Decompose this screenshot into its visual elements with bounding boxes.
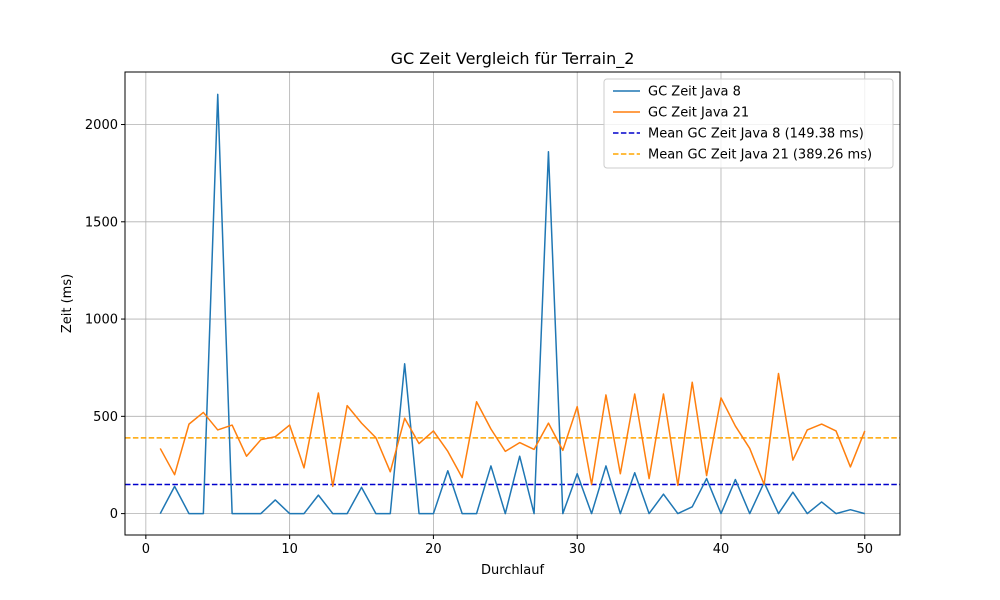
x-tick-label: 40 bbox=[713, 542, 730, 557]
x-tick-label: 50 bbox=[856, 542, 873, 557]
series-line bbox=[159, 93, 865, 515]
legend-label: GC Zeit Java 21 bbox=[648, 106, 749, 121]
plot-frame bbox=[124, 71, 901, 536]
y-tick-label: 1500 bbox=[85, 215, 118, 230]
legend: GC Zeit Java 8 GC Zeit Java 21 Mean GC Zei… bbox=[603, 78, 894, 169]
y-tick-label: 2000 bbox=[85, 118, 118, 133]
chart-title: GC Zeit Vergleich für Terrain_2 bbox=[391, 49, 635, 69]
x-tick-label: 30 bbox=[569, 542, 586, 557]
legend-box bbox=[603, 78, 894, 169]
legend-label: GC Zeit Java 8 bbox=[648, 85, 741, 100]
y-tick-label: 1000 bbox=[85, 313, 118, 328]
legend-label: Mean GC Zeit Java 8 (149.38 ms) bbox=[648, 127, 864, 142]
y-axis-ticks: 0 500 1000 1500 2000 bbox=[85, 118, 125, 522]
y-axis-label: Zeit (ms) bbox=[60, 274, 75, 333]
x-tick-label: 0 bbox=[142, 542, 150, 557]
legend-label: Mean GC Zeit Java 21 (389.26 ms) bbox=[648, 148, 872, 163]
y-tick-label: 500 bbox=[93, 410, 118, 425]
series-lines bbox=[159, 93, 866, 515]
y-tick-label: 0 bbox=[110, 507, 118, 522]
series-line bbox=[159, 372, 866, 488]
x-tick-label: 10 bbox=[281, 542, 298, 557]
x-axis-ticks: 0 10 20 30 40 50 bbox=[142, 535, 873, 557]
x-tick-label: 20 bbox=[425, 542, 442, 557]
x-axis-label: Durchlauf bbox=[481, 563, 545, 578]
